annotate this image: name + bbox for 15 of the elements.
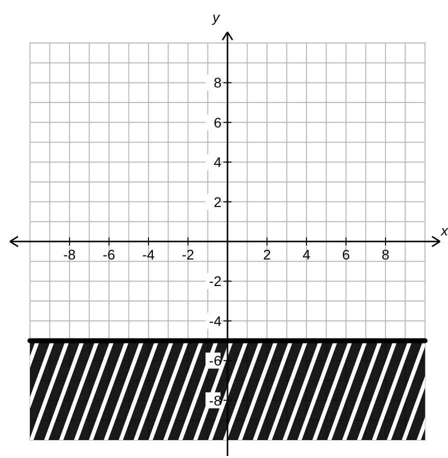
y-tick-label: -4 [209,312,222,329]
y-tick-label: 2 [214,194,222,210]
y-tick-label: 6 [214,114,222,130]
x-tick-label: -8 [63,246,76,262]
x-tick-label: 6 [342,246,350,262]
x-tick-label: -4 [142,246,155,262]
x-tick-label: 4 [302,246,311,262]
x-tick-label: 8 [382,246,390,262]
y-tick-label: -2 [209,273,222,290]
y-tick-label: 8 [214,74,222,91]
x-tick-label: 2 [263,246,272,262]
x-tick-label: -6 [102,246,116,262]
y-axis-title: y [212,9,220,25]
x-tick-label: -2 [182,246,194,262]
y-tick-label: 4 [214,154,222,170]
